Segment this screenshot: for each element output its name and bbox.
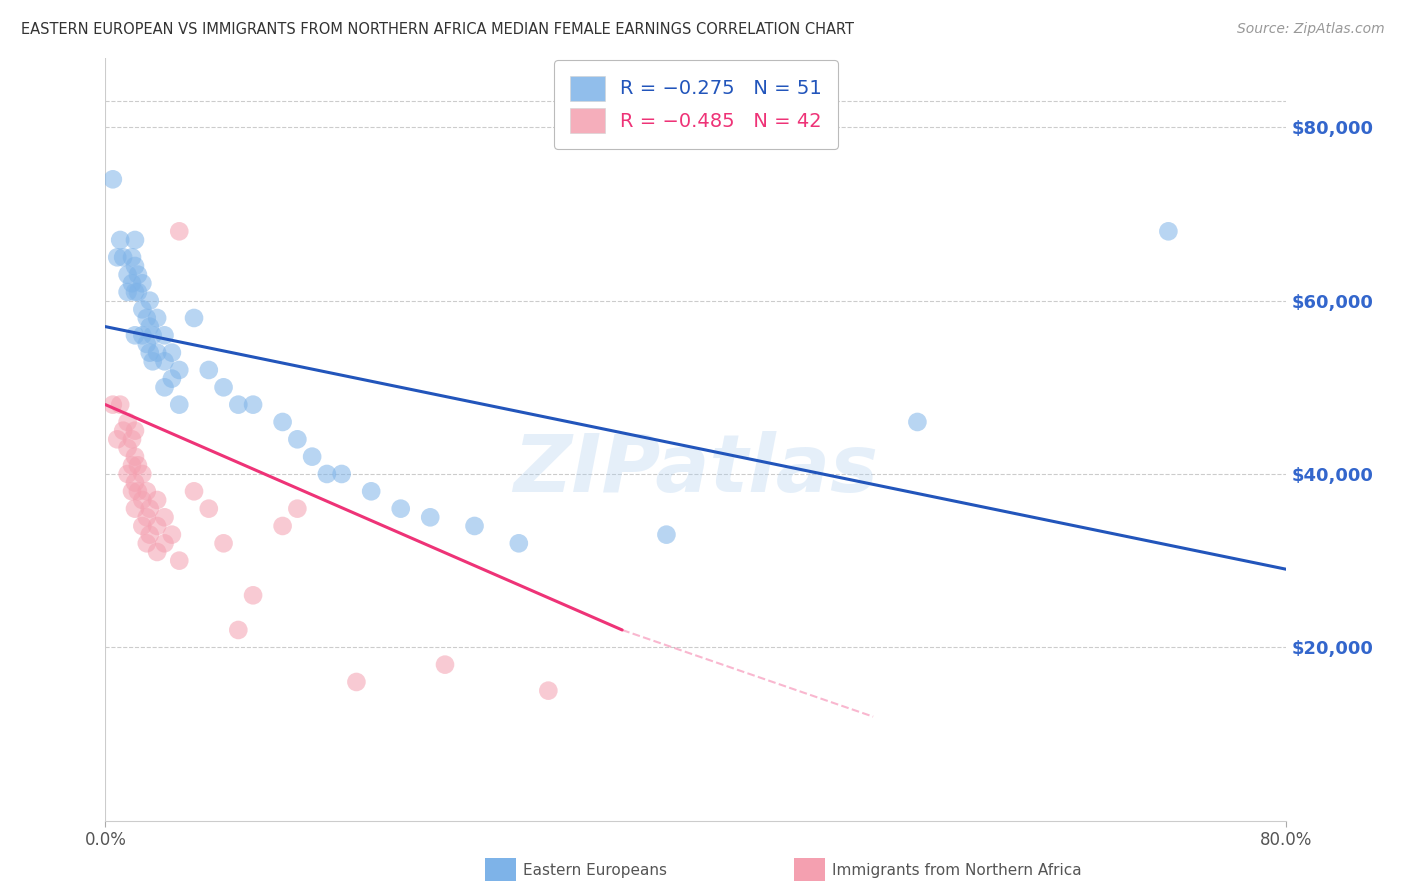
- Point: [153, 380, 176, 394]
- Point: [135, 536, 157, 550]
- Text: ZIPatlas: ZIPatlas: [513, 431, 879, 508]
- Point: [271, 519, 294, 533]
- Point: [287, 433, 309, 447]
- Point: [212, 536, 235, 550]
- Point: [226, 398, 250, 412]
- Point: [112, 424, 135, 438]
- Point: [434, 657, 457, 672]
- Point: [153, 536, 176, 550]
- Point: [135, 510, 157, 524]
- Point: [135, 484, 157, 499]
- Point: [138, 319, 162, 334]
- Point: [537, 683, 560, 698]
- Point: [142, 354, 165, 368]
- Point: [160, 371, 183, 385]
- Point: [169, 554, 191, 568]
- Point: [117, 441, 139, 455]
- Point: [183, 310, 205, 325]
- Point: [655, 527, 678, 541]
- Text: EASTERN EUROPEAN VS IMMIGRANTS FROM NORTHERN AFRICA MEDIAN FEMALE EARNINGS CORRE: EASTERN EUROPEAN VS IMMIGRANTS FROM NORT…: [21, 22, 853, 37]
- Point: [124, 259, 146, 273]
- Point: [360, 484, 382, 499]
- Point: [117, 415, 139, 429]
- Point: [464, 519, 486, 533]
- Point: [169, 363, 191, 377]
- Point: [271, 415, 294, 429]
- Point: [197, 501, 219, 516]
- Point: [121, 277, 143, 291]
- Point: [346, 675, 368, 690]
- Point: [138, 293, 162, 308]
- Point: [135, 310, 157, 325]
- Point: [153, 328, 176, 343]
- Point: [389, 501, 412, 516]
- Point: [124, 501, 146, 516]
- Point: [146, 493, 169, 508]
- Point: [169, 224, 191, 238]
- Point: [127, 268, 149, 282]
- Text: Immigrants from Northern Africa: Immigrants from Northern Africa: [832, 863, 1083, 878]
- Point: [131, 302, 153, 317]
- Point: [127, 285, 149, 299]
- Point: [121, 250, 143, 264]
- Point: [146, 545, 169, 559]
- Point: [131, 493, 153, 508]
- Point: [905, 415, 928, 429]
- Point: [138, 501, 162, 516]
- Point: [197, 363, 219, 377]
- Point: [287, 501, 309, 516]
- Point: [121, 433, 143, 447]
- Point: [105, 433, 128, 447]
- Point: [112, 250, 135, 264]
- Point: [124, 285, 146, 299]
- Point: [226, 623, 250, 637]
- Point: [330, 467, 353, 481]
- Point: [117, 285, 139, 299]
- Point: [124, 233, 146, 247]
- Point: [101, 172, 124, 186]
- Point: [169, 398, 191, 412]
- Point: [124, 475, 146, 490]
- Point: [153, 354, 176, 368]
- Point: [142, 328, 165, 343]
- Point: [212, 380, 235, 394]
- Point: [315, 467, 337, 481]
- Point: [121, 484, 143, 499]
- Legend: R = −0.275   N = 51, R = −0.485   N = 42: R = −0.275 N = 51, R = −0.485 N = 42: [554, 60, 838, 149]
- Point: [146, 310, 169, 325]
- Point: [301, 450, 323, 464]
- Point: [242, 398, 264, 412]
- Point: [124, 328, 146, 343]
- Point: [153, 510, 176, 524]
- Point: [124, 424, 146, 438]
- Point: [117, 467, 139, 481]
- Point: [110, 398, 132, 412]
- Point: [508, 536, 530, 550]
- Point: [117, 268, 139, 282]
- Point: [121, 458, 143, 473]
- Text: Source: ZipAtlas.com: Source: ZipAtlas.com: [1237, 22, 1385, 37]
- Point: [160, 345, 183, 359]
- Text: Eastern Europeans: Eastern Europeans: [523, 863, 666, 878]
- Point: [146, 345, 169, 359]
- Point: [105, 250, 128, 264]
- Point: [160, 527, 183, 541]
- Point: [183, 484, 205, 499]
- Point: [146, 519, 169, 533]
- Point: [138, 345, 162, 359]
- Point: [242, 588, 264, 602]
- Point: [131, 467, 153, 481]
- Point: [127, 484, 149, 499]
- Point: [135, 337, 157, 351]
- Point: [101, 398, 124, 412]
- Point: [124, 450, 146, 464]
- Point: [138, 527, 162, 541]
- Point: [110, 233, 132, 247]
- Point: [131, 277, 153, 291]
- Point: [127, 458, 149, 473]
- Point: [1157, 224, 1180, 238]
- Point: [131, 328, 153, 343]
- Point: [131, 519, 153, 533]
- Point: [419, 510, 441, 524]
